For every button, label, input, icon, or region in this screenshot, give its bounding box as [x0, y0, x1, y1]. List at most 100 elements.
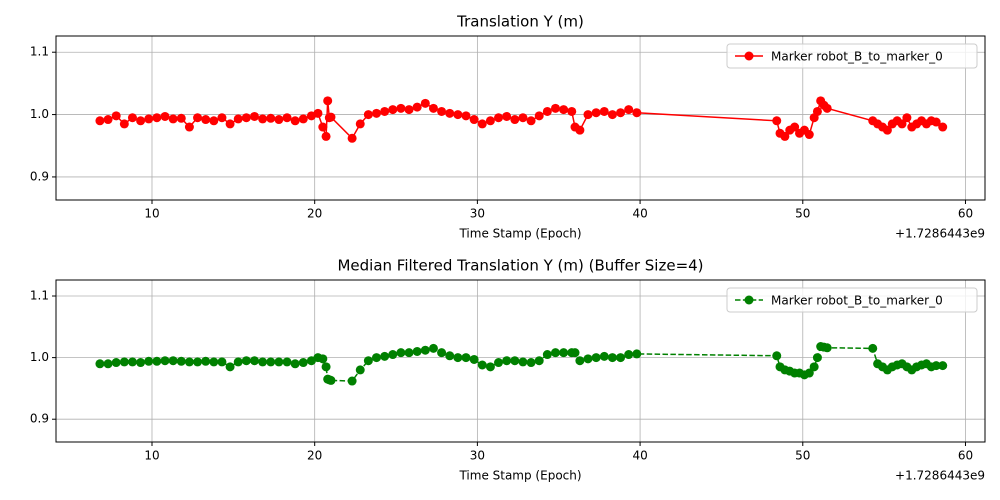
data-point	[323, 96, 333, 106]
data-point	[804, 368, 814, 378]
data-point	[318, 122, 328, 132]
data-point	[404, 348, 414, 358]
data-point	[938, 361, 948, 371]
series-line	[99, 345, 943, 382]
data-point	[233, 114, 243, 124]
data-point	[380, 351, 390, 361]
data-point	[326, 112, 336, 122]
data-point	[321, 362, 331, 372]
x-tick-label: 20	[307, 449, 322, 463]
data-point	[445, 108, 455, 118]
data-point	[485, 116, 495, 126]
legend-box	[726, 287, 978, 313]
data-point	[184, 357, 194, 367]
data-point	[388, 105, 398, 115]
data-point	[136, 358, 146, 368]
data-point	[103, 115, 113, 125]
x-tick-label: 20	[307, 207, 322, 221]
data-point	[95, 116, 105, 126]
data-point	[607, 110, 617, 120]
legend-label: Marker robot_B_to_marker_0	[771, 50, 943, 64]
data-point	[445, 351, 455, 361]
data-point	[266, 357, 276, 367]
legend-label: Marker robot_B_to_marker_0	[771, 294, 943, 308]
data-point	[258, 114, 268, 124]
data-point	[274, 357, 284, 367]
data-point	[168, 114, 178, 124]
data-point	[290, 359, 300, 369]
data-point	[453, 353, 463, 363]
y-tick-label: 1.1	[30, 45, 49, 59]
data-point	[550, 103, 560, 113]
data-point	[420, 98, 430, 108]
data-point	[160, 356, 170, 366]
data-point	[136, 116, 146, 126]
data-point	[225, 119, 235, 129]
data-point	[461, 353, 471, 363]
data-point	[570, 348, 580, 358]
data-point	[209, 116, 219, 126]
data-point	[321, 131, 331, 141]
x-tick-label: 40	[632, 449, 647, 463]
data-point	[274, 115, 284, 125]
data-point	[388, 350, 398, 360]
data-point	[176, 356, 186, 366]
data-point	[477, 360, 487, 370]
x-tick-label: 60	[958, 449, 973, 463]
data-point	[567, 106, 577, 116]
data-point	[168, 356, 178, 366]
x-axis-label: Time Stamp (Epoch)	[458, 227, 581, 241]
data-point	[518, 113, 528, 123]
y-tick-label: 1.0	[30, 350, 49, 364]
data-point	[897, 119, 907, 129]
data-point	[583, 110, 593, 120]
data-point	[502, 356, 512, 366]
data-point	[804, 130, 814, 140]
data-point	[241, 356, 251, 366]
data-point	[559, 105, 569, 115]
axes-frame	[55, 279, 986, 443]
data-point	[616, 353, 626, 363]
data-point	[599, 106, 609, 116]
data-point	[518, 357, 528, 367]
x-tick-label: 40	[632, 207, 647, 221]
data-point	[772, 351, 782, 361]
data-point	[542, 350, 552, 360]
data-point	[225, 362, 235, 372]
data-point	[772, 116, 782, 126]
data-point	[868, 343, 878, 353]
data-point	[477, 119, 487, 129]
legend-box	[726, 43, 978, 69]
data-point	[355, 119, 365, 129]
data-point	[510, 115, 520, 125]
data-point	[372, 353, 382, 363]
data-point	[184, 122, 194, 132]
data-point	[160, 111, 170, 121]
data-point	[607, 353, 617, 363]
data-point	[485, 362, 495, 372]
data-point	[534, 111, 544, 121]
data-point	[318, 354, 328, 364]
data-point	[95, 359, 105, 369]
x-offset-label: +1.7286443e9	[895, 469, 985, 483]
data-point	[469, 354, 479, 364]
data-point	[412, 102, 422, 112]
x-tick-label: 60	[958, 207, 973, 221]
data-point	[363, 110, 373, 120]
data-point	[461, 111, 471, 121]
data-point	[249, 356, 259, 366]
data-point	[266, 113, 276, 123]
data-point	[780, 131, 790, 141]
data-point	[938, 122, 948, 132]
data-point	[882, 125, 892, 135]
data-point	[372, 108, 382, 118]
data-point	[559, 348, 569, 358]
data-point	[290, 116, 300, 126]
data-point	[347, 133, 357, 143]
data-point	[363, 356, 373, 366]
data-point	[412, 346, 422, 356]
y-tick-label: 1.0	[30, 107, 49, 121]
data-point	[127, 357, 137, 367]
data-point	[931, 361, 941, 371]
data-point	[380, 106, 390, 116]
